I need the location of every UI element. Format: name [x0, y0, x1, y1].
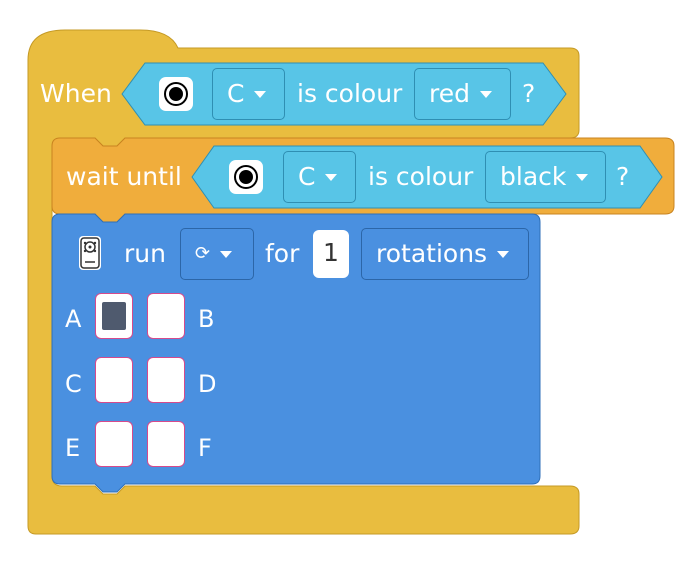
port-letter-a: A [65, 305, 82, 333]
when-port-value: C [227, 79, 245, 108]
direction-dropdown[interactable]: ⟳ [180, 228, 254, 280]
when-colour-value: red [429, 79, 470, 108]
chevron-down-icon [220, 250, 233, 258]
port-letter-f: F [198, 434, 212, 462]
chevron-down-icon [254, 90, 267, 98]
unit-value: rotations [376, 239, 488, 268]
port-f-toggle[interactable] [147, 421, 185, 467]
when-label: When [40, 79, 112, 108]
motor-icon [79, 236, 101, 270]
port-letter-e: E [65, 434, 81, 462]
colour-sensor-icon [229, 160, 263, 194]
port-letter-b: B [198, 305, 215, 333]
for-label: for [265, 239, 300, 268]
wait-until-label: wait until [66, 162, 182, 191]
run-label: run [124, 239, 166, 268]
port-letter-c: C [65, 370, 82, 398]
port-e-toggle[interactable] [95, 421, 133, 467]
port-d-toggle[interactable] [147, 357, 185, 403]
when-port-dropdown[interactable]: C [212, 68, 285, 120]
when-colour-dropdown[interactable]: red [414, 68, 511, 120]
wait-question-mark: ? [616, 162, 630, 191]
port-b-toggle[interactable] [147, 293, 185, 339]
chevron-down-icon [576, 173, 589, 181]
port-a-selected-fill [102, 302, 126, 330]
chevron-down-icon [497, 250, 510, 258]
wait-colour-dropdown[interactable]: black [485, 151, 606, 203]
colour-sensor-icon [159, 77, 193, 111]
wait-port-value: C [298, 162, 316, 191]
clockwise-icon: ⟳ [195, 243, 211, 264]
chevron-down-icon [325, 173, 338, 181]
when-question-mark: ? [522, 79, 536, 108]
port-c-toggle[interactable] [95, 357, 133, 403]
wait-colour-value: black [500, 162, 567, 191]
rotations-amount-input[interactable]: 1 [313, 230, 349, 278]
chevron-down-icon [479, 90, 492, 98]
wait-is-colour-label: is colour [368, 162, 474, 191]
port-a-toggle[interactable] [95, 293, 133, 339]
port-letter-d: D [198, 370, 217, 398]
unit-dropdown[interactable]: rotations [361, 228, 529, 280]
wait-port-dropdown[interactable]: C [283, 151, 356, 203]
when-is-colour-label: is colour [297, 79, 403, 108]
